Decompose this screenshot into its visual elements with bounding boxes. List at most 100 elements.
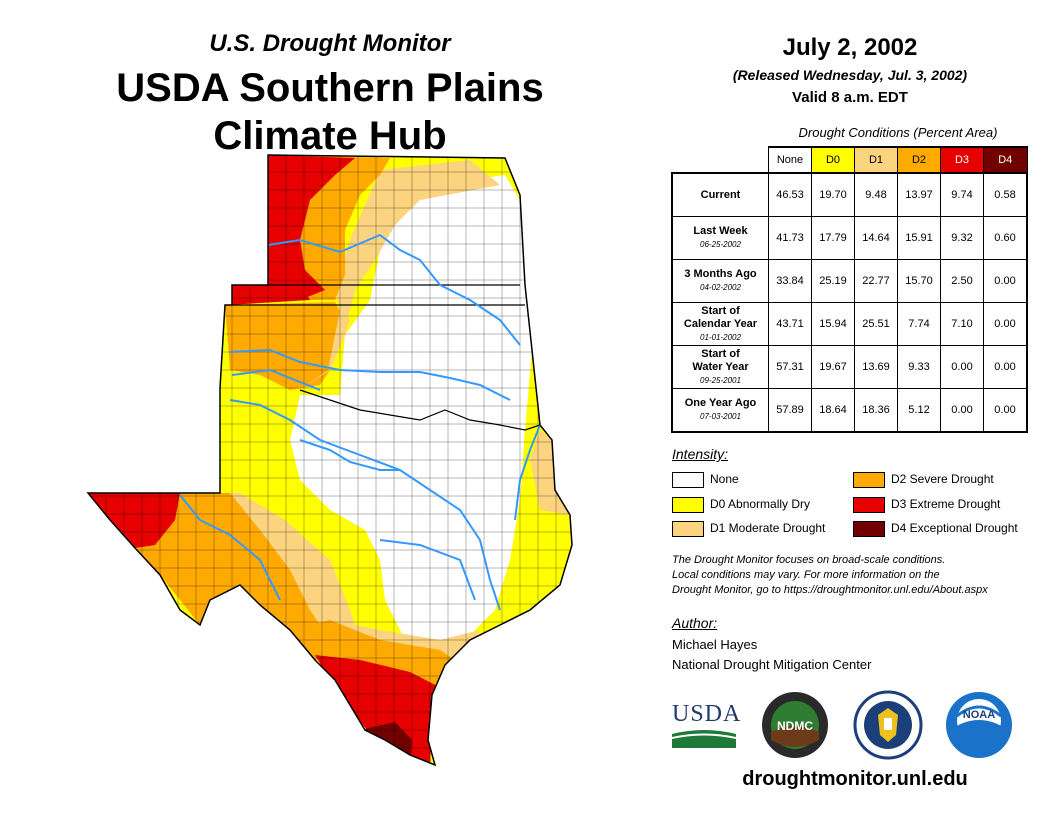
noaa-logo: NOAA [946,692,1012,758]
table-row: Current 46.53 19.70 9.48 13.97 9.74 0.58 [671,172,1028,217]
table-cell: 0.00 [940,388,984,433]
note-line-2: Local conditions may vary. For more info… [672,569,940,581]
table-cell: 14.64 [854,216,898,260]
table-row: Last Week 06-25-2002 41.73 17.79 14.64 15.91 9… [671,216,1028,260]
row-label-text: One Year Ago [684,397,757,409]
drought-area-d2-south [290,620,455,690]
table-cell: 18.64 [811,388,855,433]
row-label-text-2: Water Year [692,360,749,373]
rivers [179,233,541,611]
col-header-none: None [768,146,812,174]
table-cell: 9.48 [854,172,898,217]
row-label: Start of Water Year 09-25-2001 [671,345,769,389]
row-label-text: Last Week [693,225,748,237]
col-header-d3: D3 [940,146,984,174]
website-link[interactable]: droughtmonitor.unl.edu [742,768,968,790]
noaa-logo-text: NOAA [963,709,995,721]
legend-label-none: None [710,472,739,486]
ndmc-logo: NDMC [762,692,828,758]
table-cell: 15.94 [811,302,855,346]
table-cell: 43.71 [768,302,812,346]
table-cell: 57.31 [768,345,812,389]
row-label-date: 06-25-2002 [700,240,741,249]
legend-item-d2: D2 Severe Drought [853,470,994,488]
row-label: Start of Calendar Year 01-01-2002 [671,302,769,346]
table-cell: 0.00 [940,345,984,389]
drought-map [87,154,573,766]
map-title-line2: Climate Hub [213,114,447,158]
release-date: (Released Wednesday, Jul. 3, 2002) [732,67,968,83]
author-organization: National Drought Mitigation Center [672,657,872,672]
row-label: 3 Months Ago 04-02-2002 [671,259,769,303]
table-cell: 25.19 [811,259,855,303]
legend-item-d1: D1 Moderate Drought [672,519,825,537]
table-row: Start of Calendar Year 01-01-2002 43.71 15.9… [671,302,1028,346]
legend-label-d1: D1 Moderate Drought [710,521,826,535]
map-date: July 2, 2002 [782,34,918,61]
legend-swatch-none [672,471,704,488]
table-cell: 57.89 [768,388,812,433]
table-cell: 0.00 [983,388,1028,433]
row-label-date: 01-01-2002 [700,332,741,342]
map-title-line1: USDA Southern Plains [116,66,544,110]
legend-item-d4: D4 Exceptional Drought [853,519,1018,537]
legend-label-d3: D3 Extreme Drought [891,497,1001,511]
row-label: Current [671,172,769,217]
table-cell: 13.69 [854,345,898,389]
note-line-3[interactable]: Drought Monitor, go to https://droughtmo… [672,584,988,596]
author-label: Author: [672,615,718,631]
table-cell: 0.00 [983,259,1028,303]
table-cell: 0.58 [983,172,1028,217]
col-header-d0: D0 [811,146,855,174]
col-header-d4: D4 [983,146,1028,174]
row-label-date: 09-25-2001 [700,375,741,385]
drought-area-d1-east [530,430,570,515]
row-label-text: Start of [701,304,740,317]
row-label-text: Start of [701,347,740,360]
map-subtitle: U.S. Drought Monitor [209,30,451,57]
row-label-date: 07-03-2001 [700,412,741,421]
legend-item-none: None [672,470,739,488]
table-cell: 9.32 [940,216,984,260]
legend-item-d3: D3 Extreme Drought [853,495,1000,513]
legend-label-d2: D2 Severe Drought [891,472,994,486]
legend-swatch-d2 [853,471,885,488]
drought-area-d3-panhandle [228,285,310,305]
drought-conditions-table: None D0 D1 D2 D3 D4 Current 46.53 19.70 9.4… [671,146,1028,433]
valid-time: Valid 8 a.m. EDT [792,89,908,106]
table-cell: 0.60 [983,216,1028,260]
usda-logo-text: USDA [672,701,742,727]
table-cell: 0.00 [983,345,1028,389]
drought-area-d2-panhandle [225,302,345,390]
row-label-text-2: Calendar Year [683,317,758,330]
legend-label-d0: D0 Abnormally Dry [710,497,811,511]
table-cell: 19.67 [811,345,855,389]
drought-area-d3-elpaso [88,493,180,548]
legend-swatch-d4 [853,520,885,537]
table-cell: 46.53 [768,172,812,217]
note-line-1: The Drought Monitor focuses on broad-sca… [672,554,946,566]
table-cell: 7.74 [897,302,941,346]
table-cell: 22.77 [854,259,898,303]
table-cell: 0.00 [983,302,1028,346]
legend-item-d0: D0 Abnormally Dry [672,495,810,513]
table-row: Start of Water Year 09-25-2001 57.31 19.67 13… [671,345,1028,389]
table-header-row: None D0 D1 D2 D3 D4 [672,146,1028,174]
table-cell: 15.91 [897,216,941,260]
table-cell: 15.70 [897,259,941,303]
legend-swatch-d0 [672,496,704,513]
table-cell: 2.50 [940,259,984,303]
table-cell: 18.36 [854,388,898,433]
ndmc-logo-text: NDMC [777,719,813,733]
author-name: Michael Hayes [672,637,758,652]
table-cell: 25.51 [854,302,898,346]
row-label-date: 04-02-2002 [700,283,741,292]
legend-swatch-d1 [672,520,704,537]
commerce-seal-logo [853,690,923,760]
legend-title: Intensity: [672,446,729,462]
table-cell: 19.70 [811,172,855,217]
table-cell: 9.74 [940,172,984,217]
drought-area-d3-south [315,655,445,765]
legend-swatch-d3 [853,496,885,513]
col-header-d1: D1 [854,146,898,174]
